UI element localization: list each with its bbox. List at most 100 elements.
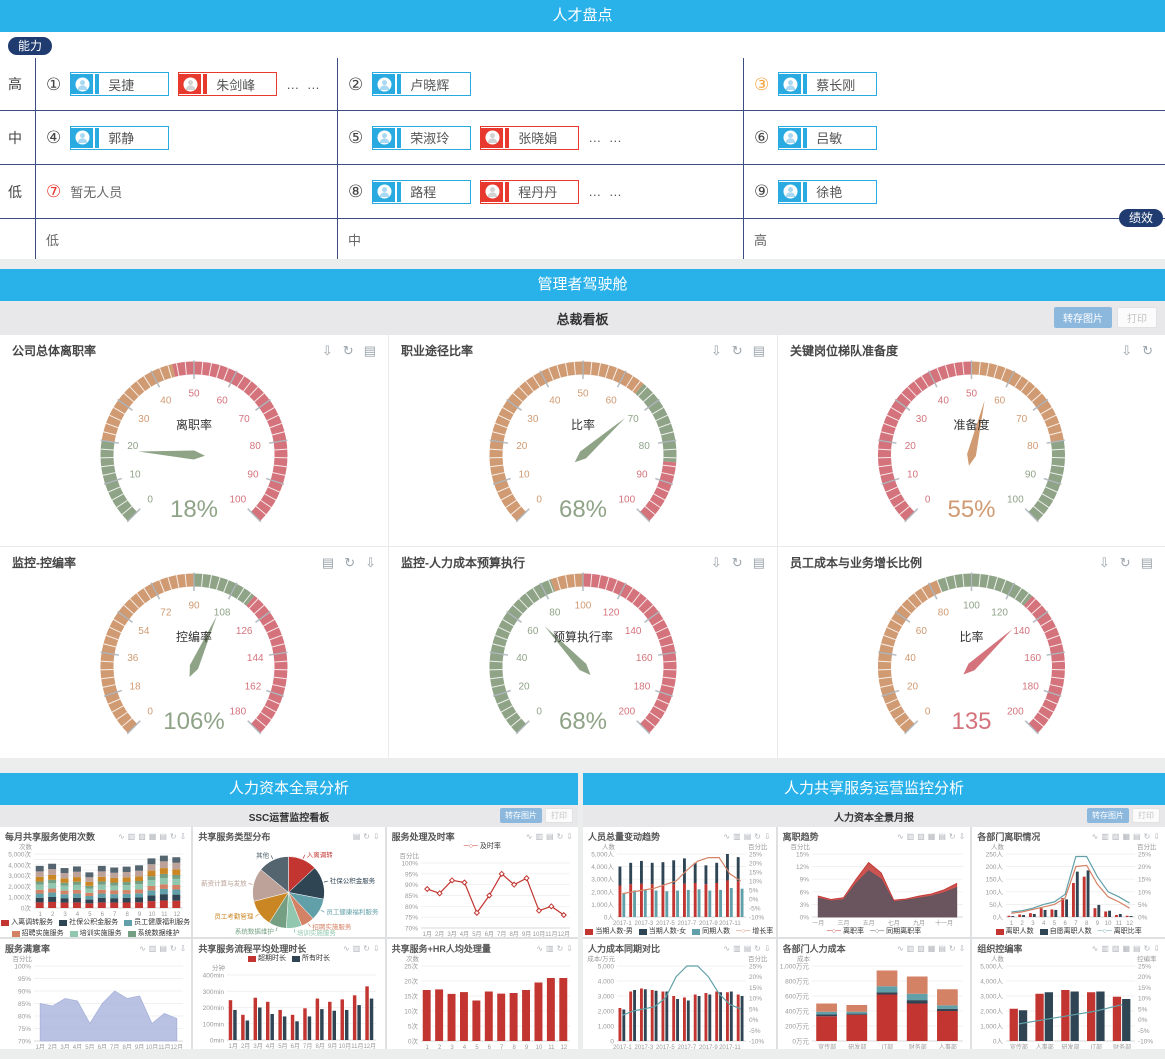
legend-item[interactable]: ─○─ 离职率: [826, 928, 864, 935]
legend-item[interactable]: 自愿离职人数: [1039, 927, 1092, 936]
toolbox-line-icon[interactable]: ∿: [896, 831, 904, 841]
toolbox-tiled-icon[interactable]: ▦: [1122, 943, 1131, 953]
legend-item[interactable]: 系统数据维护: [127, 929, 180, 937]
person-chip[interactable]: 吕敏: [778, 125, 878, 150]
toolbox-line-icon[interactable]: ∿: [117, 831, 125, 841]
toolbox-bar-icon[interactable]: ▥: [535, 831, 544, 841]
toolbox-download-icon[interactable]: ⇩: [566, 943, 573, 953]
toolbox-bar-icon[interactable]: ▥: [127, 831, 136, 841]
legend-item[interactable]: 社保公积金服务: [59, 918, 118, 927]
toolbox-refresh-icon[interactable]: ↻: [342, 342, 354, 358]
legend-item[interactable]: ─○─ 及时率: [463, 843, 501, 850]
toolbox-refresh-icon[interactable]: ↻: [1143, 943, 1151, 953]
toolbox-line-icon[interactable]: ∿: [342, 943, 350, 953]
left-print-button[interactable]: 打印: [545, 808, 573, 823]
toolbox-bar-icon[interactable]: ▥: [906, 831, 915, 841]
legend-item[interactable]: 所有时长: [291, 954, 330, 963]
legend-item[interactable]: 离职人数: [995, 927, 1034, 936]
toolbox-download-icon[interactable]: ⇩: [321, 342, 333, 358]
legend-item[interactable]: 同期人数: [692, 927, 730, 936]
toolbox-stack-icon[interactable]: ▧: [1111, 943, 1120, 953]
toolbox-line-icon[interactable]: ∿: [536, 943, 544, 953]
toolbox-refresh-icon[interactable]: ↻: [1143, 831, 1151, 841]
toolbox-download-icon[interactable]: ⇩: [958, 943, 966, 953]
person-chip[interactable]: 荣淑玲: [372, 125, 472, 150]
toolbox-download-icon[interactable]: ⇩: [1098, 554, 1110, 570]
toolbox-bar-icon[interactable]: ▥: [546, 943, 554, 953]
toolbox-stack-icon[interactable]: ▧: [917, 943, 925, 953]
person-chip[interactable]: 路程: [372, 179, 472, 204]
toolbox-refresh-icon[interactable]: ↻: [1142, 342, 1153, 358]
toolbox-bar-icon[interactable]: ▥: [733, 831, 741, 841]
toolbox-dataview-icon[interactable]: ▤: [752, 342, 765, 358]
legend-item[interactable]: 超期时长: [247, 954, 286, 963]
toolbox-download-icon[interactable]: ⇩: [958, 831, 966, 841]
left-save-image-button[interactable]: 转存图片: [500, 808, 542, 823]
toolbox-dataview-icon[interactable]: ▤: [938, 831, 946, 841]
toolbox-download-icon[interactable]: ⇩: [179, 831, 187, 841]
toolbox-refresh-icon[interactable]: ↻: [731, 554, 743, 570]
toolbox-refresh-icon[interactable]: ↻: [948, 943, 956, 953]
toolbox-tiled-icon[interactable]: ▦: [927, 831, 936, 841]
toolbox-refresh-icon[interactable]: ↻: [731, 342, 743, 358]
toolbox-refresh-icon[interactable]: ↻: [754, 831, 761, 841]
legend-item[interactable]: 当期人数-男: [585, 927, 633, 936]
toolbox-refresh-icon[interactable]: ↻: [556, 831, 564, 841]
toolbox-dataview-icon[interactable]: ▤: [938, 943, 946, 953]
print-button[interactable]: 打印: [1117, 307, 1157, 328]
person-chip[interactable]: 蔡长刚: [778, 72, 878, 96]
legend-item[interactable]: ─○─ 增长率: [736, 928, 774, 935]
toolbox-refresh-icon[interactable]: ↻: [169, 943, 177, 953]
legend-item[interactable]: ─○─ 离职比率: [1097, 928, 1142, 935]
toolbox-line-icon[interactable]: ∿: [1091, 831, 1099, 841]
toolbox-line-icon[interactable]: ∿: [525, 831, 533, 841]
toolbox-line-icon[interactable]: ∿: [896, 943, 904, 953]
right-print-button[interactable]: 打印: [1132, 808, 1160, 823]
legend-item[interactable]: 招聘实施服务: [11, 929, 64, 937]
toolbox-download-icon[interactable]: ⇩: [372, 831, 380, 841]
toolbox-refresh-icon[interactable]: ↻: [1119, 554, 1131, 570]
toolbox-dataview-icon[interactable]: ▤: [159, 831, 167, 841]
toolbox-bar-icon[interactable]: ▥: [733, 943, 741, 953]
toolbox-refresh-icon[interactable]: ↻: [169, 831, 177, 841]
person-chip[interactable]: 张晓娟: [480, 125, 580, 150]
toolbox-bar-icon[interactable]: ▥: [1101, 831, 1109, 841]
person-chip[interactable]: 吴捷: [70, 72, 170, 96]
toolbox-stack-icon[interactable]: ▧: [138, 831, 146, 841]
toolbox-refresh-icon[interactable]: ↻: [363, 943, 370, 953]
toolbox-line-icon[interactable]: ∿: [139, 943, 146, 953]
toolbox-bar-icon[interactable]: ▥: [1101, 943, 1109, 953]
toolbox-refresh-icon[interactable]: ↻: [754, 943, 761, 953]
toolbox-refresh-icon[interactable]: ↻: [556, 943, 564, 953]
toolbox-dataview-icon[interactable]: ▤: [1133, 943, 1141, 953]
toolbox-download-icon[interactable]: ⇩: [763, 943, 771, 953]
right-save-image-button[interactable]: 转存图片: [1087, 808, 1129, 823]
toolbox-download-icon[interactable]: ⇩: [372, 943, 380, 953]
toolbox-dataview-icon[interactable]: ▤: [363, 342, 376, 358]
legend-item[interactable]: 培训实施服务: [69, 929, 122, 937]
toolbox-download-icon[interactable]: ⇩: [179, 943, 187, 953]
toolbox-stack-icon[interactable]: ▧: [917, 831, 925, 841]
person-chip[interactable]: 郭静: [70, 125, 170, 150]
toolbox-line-icon[interactable]: ∿: [723, 943, 731, 953]
toolbox-dataview-icon[interactable]: ▤: [743, 831, 752, 841]
toolbox-line-icon[interactable]: ∿: [1091, 943, 1099, 953]
toolbox-download-icon[interactable]: ⇩: [566, 831, 573, 841]
toolbox-download-icon[interactable]: ⇩: [763, 831, 771, 841]
legend-item[interactable]: 入离调转服务: [1, 918, 53, 927]
toolbox-stack-icon[interactable]: ▧: [1111, 831, 1120, 841]
toolbox-dataview-icon[interactable]: ▤: [1133, 831, 1141, 841]
toolbox-dataview-icon[interactable]: ▤: [743, 943, 752, 953]
toolbox-download-icon[interactable]: ⇩: [710, 342, 722, 358]
toolbox-dataview-icon[interactable]: ▤: [159, 943, 167, 953]
toolbox-dataview-icon[interactable]: ▤: [1140, 554, 1153, 570]
toolbox-dataview-icon[interactable]: ▤: [546, 831, 554, 841]
toolbox-download-icon[interactable]: ⇩: [1153, 831, 1160, 841]
toolbox-tiled-icon[interactable]: ▦: [927, 943, 936, 953]
legend-item[interactable]: ─○─ 同期离职率: [869, 928, 922, 935]
toolbox-refresh-icon[interactable]: ↻: [948, 831, 956, 841]
toolbox-dataview-icon[interactable]: ▤: [752, 554, 765, 570]
toolbox-tiled-icon[interactable]: ▦: [148, 831, 157, 841]
toolbox-tiled-icon[interactable]: ▦: [1122, 831, 1131, 841]
toolbox-refresh-icon[interactable]: ↻: [344, 554, 356, 570]
